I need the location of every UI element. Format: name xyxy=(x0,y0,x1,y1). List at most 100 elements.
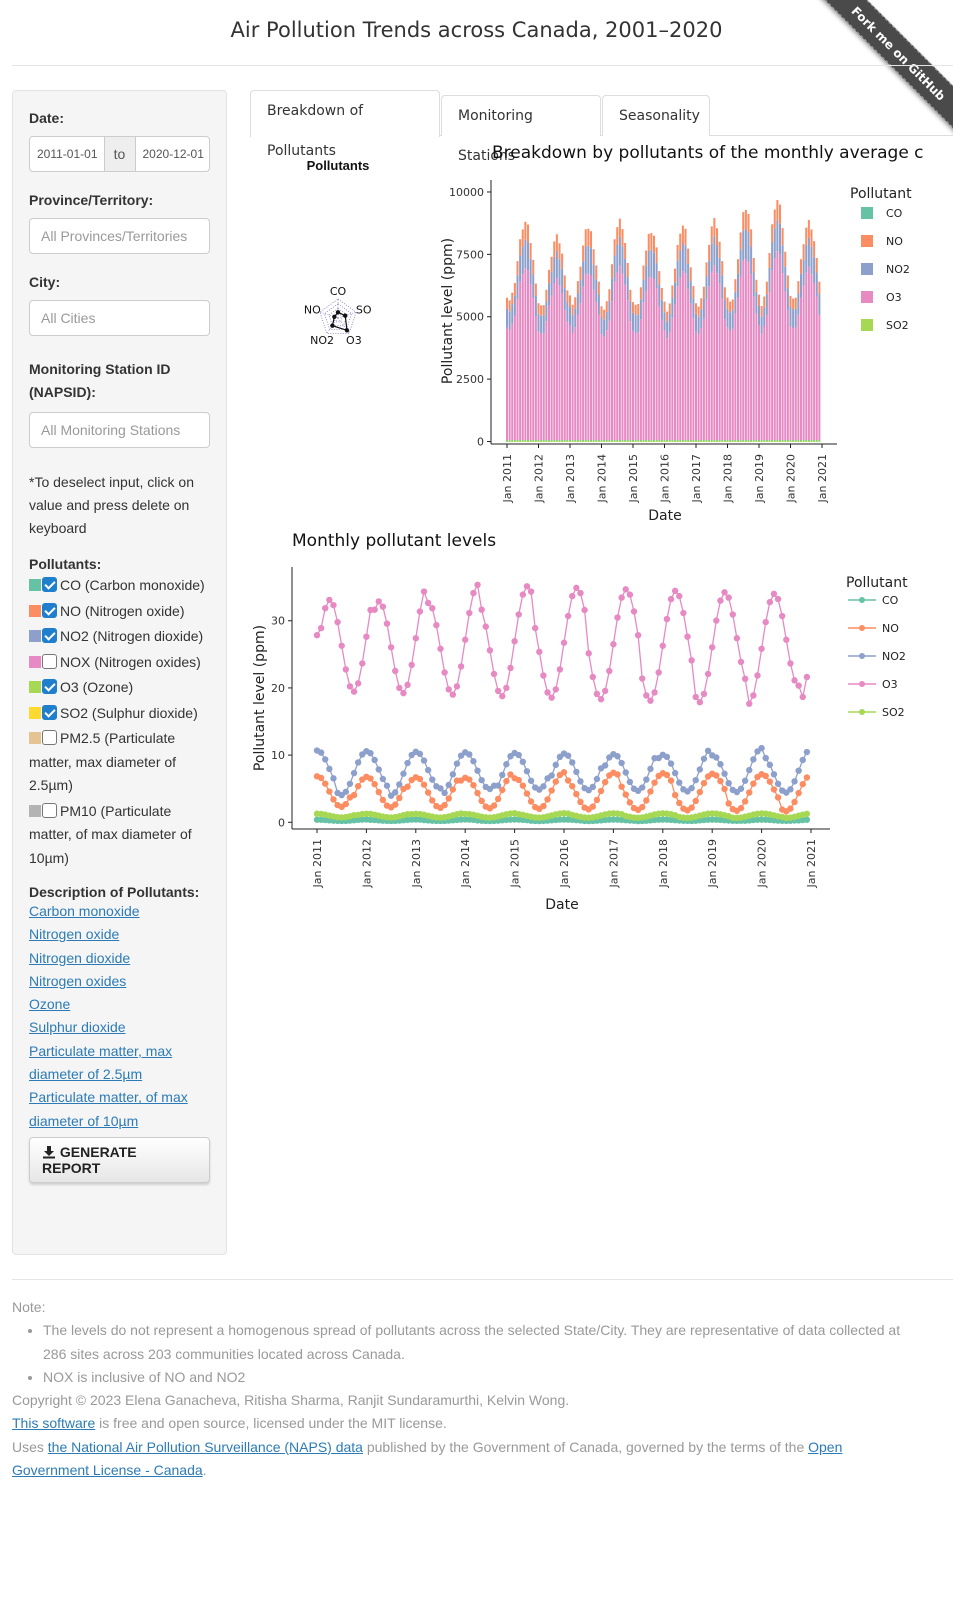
bar-so2-51 xyxy=(639,440,642,442)
tab-monitoring-stations[interactable]: Monitoring Stations xyxy=(441,95,601,164)
bar-no2-58 xyxy=(658,284,661,307)
pollutant-option-co[interactable]: CO (Carbon monoxide) xyxy=(29,574,210,598)
province-select[interactable]: All Provinces/Territories xyxy=(29,218,210,254)
line-point-o3-114 xyxy=(783,636,790,643)
bar-co-77 xyxy=(708,440,711,441)
bar-so2-117 xyxy=(813,440,816,442)
line-point-no2-25 xyxy=(416,750,424,758)
so2-checkbox[interactable] xyxy=(42,704,57,720)
no-checkbox[interactable] xyxy=(42,602,57,618)
bar-no2-5 xyxy=(519,255,522,282)
bar-so2-38 xyxy=(605,440,608,442)
line-point-no2-67 xyxy=(589,783,597,791)
pollutant-option-pm10[interactable]: PM10 (Particulate matter, of max diamete… xyxy=(29,800,210,871)
naps-data-link[interactable]: the National Air Pollution Surveillance … xyxy=(47,1438,363,1455)
link-pm25[interactable]: Particulate matter, max diameter of 2.5µ… xyxy=(29,1042,173,1083)
bar-no2-101 xyxy=(771,241,774,271)
bar-no2-113 xyxy=(802,260,805,286)
date-end-input[interactable]: 2020-12-01 xyxy=(134,136,210,172)
bar-no-89 xyxy=(739,232,742,250)
bar-o3-41 xyxy=(613,281,616,441)
pm25-checkbox[interactable] xyxy=(42,730,57,745)
pollutant-option-no2[interactable]: NO2 (Nitrogen dioxide) xyxy=(29,625,210,649)
line-point-o3-106 xyxy=(750,692,757,699)
bar-so2-16 xyxy=(547,440,551,442)
bar-so2-46 xyxy=(626,440,629,442)
generate-report-button[interactable]: GENERATE REPORT xyxy=(29,1136,210,1183)
bar-o3-15 xyxy=(545,321,548,441)
bar-so2-114 xyxy=(805,440,808,442)
link-ozone[interactable]: Ozone xyxy=(29,996,71,1013)
bar-no-62 xyxy=(668,303,671,314)
pollutant-option-no[interactable]: NO (Nitrogen oxide) xyxy=(29,600,210,624)
line-point-no-43 xyxy=(490,802,498,809)
pollutant-option-pm25[interactable]: PM2.5 (Particulate matter, max diameter … xyxy=(29,727,210,798)
deselect-note: *To deselect input, click on value and p… xyxy=(29,474,194,536)
line-point-o3-51 xyxy=(523,583,531,590)
city-select[interactable]: All Cities xyxy=(29,300,210,336)
link-nitrogen-oxides[interactable]: Nitrogen oxides xyxy=(29,972,127,989)
generate-report-label: GENERATE REPORT xyxy=(42,1143,137,1176)
bar-no-61 xyxy=(666,311,669,322)
pollutant-option-so2[interactable]: SO2 (Sulphur dioxide) xyxy=(29,702,210,726)
bar-no-40 xyxy=(610,264,614,279)
line-point-o3-17 xyxy=(383,620,391,627)
line-point-no2-45 xyxy=(499,771,506,779)
bar-o3-52 xyxy=(642,302,645,441)
link-sulphur-dioxide[interactable]: Sulphur dioxide xyxy=(29,1019,126,1036)
bar-no-31 xyxy=(587,228,590,246)
software-link[interactable]: This software xyxy=(12,1415,96,1432)
tab-breakdown[interactable]: Breakdown of Pollutants xyxy=(250,90,440,159)
bar-no2-65 xyxy=(676,260,679,287)
bar-so2-100 xyxy=(768,440,771,442)
line-point-no-79 xyxy=(639,803,646,811)
bar-no-20 xyxy=(558,243,561,260)
bar-co-14 xyxy=(542,440,545,441)
ogl-link[interactable]: Open xyxy=(808,1438,843,1455)
line-point-no-87 xyxy=(671,791,679,799)
bar-ytick-label-4: 10000 xyxy=(449,186,484,199)
line-point-no2-111 xyxy=(770,771,778,778)
line-point-no2-85 xyxy=(663,753,671,761)
bar-so2-113 xyxy=(802,440,805,442)
link-nitrogen-oxide[interactable]: Nitrogen oxide xyxy=(29,926,120,943)
bar-so2-55 xyxy=(650,440,653,442)
bar-co-74 xyxy=(700,440,703,441)
nox-checkbox[interactable] xyxy=(42,653,57,669)
bar-so2-33 xyxy=(592,440,595,442)
bar-no-112 xyxy=(799,259,803,274)
pollutant-option-o3[interactable]: O3 (Ozone) xyxy=(29,676,210,700)
line-point-o3-26 xyxy=(420,588,428,595)
bar-no2-17 xyxy=(550,271,553,296)
co-checkbox[interactable] xyxy=(42,577,57,592)
pm10-checkbox[interactable] xyxy=(42,802,57,818)
line-legend-label-no: NO xyxy=(882,622,899,635)
link-pm10[interactable]: Particulate matter, of max diameter of 1… xyxy=(29,1089,188,1129)
bar-no2-96 xyxy=(757,305,761,326)
bar-no-63 xyxy=(671,285,674,298)
tab-seasonality[interactable]: Seasonality xyxy=(602,95,710,136)
line-point-no2-88 xyxy=(676,779,683,786)
bar-so2-49 xyxy=(634,440,637,442)
bar-no-81 xyxy=(718,241,721,258)
bar-so2-89 xyxy=(739,440,742,442)
bar-co-26 xyxy=(574,440,577,441)
bar-o3-1 xyxy=(508,329,511,441)
link-carbon-monoxide[interactable]: Carbon monoxide xyxy=(29,903,140,919)
bar-no2-52 xyxy=(642,279,645,303)
pollutant-option-nox[interactable]: NOX (Nitrogen oxides) xyxy=(29,651,210,675)
link-nitrogen-dioxide[interactable]: Nitrogen dioxide xyxy=(29,949,131,966)
line-point-no-9 xyxy=(350,791,358,799)
no2-checkbox[interactable] xyxy=(42,628,57,643)
bar-co-63 xyxy=(671,440,674,441)
bar-so2-82 xyxy=(721,440,724,442)
o3-checkbox[interactable] xyxy=(42,679,57,694)
bar-so2-104 xyxy=(778,440,782,442)
line-xtick-label-9: Jan 2020 xyxy=(756,839,769,888)
ogl-link-cont[interactable]: Government License - Canada xyxy=(12,1462,203,1479)
line-point-no2-70 xyxy=(601,762,609,769)
bar-so2-86 xyxy=(731,440,734,442)
bar-no-14 xyxy=(542,305,545,316)
station-select[interactable]: All Monitoring Stations xyxy=(29,412,210,448)
date-start-input[interactable]: 2011-01-01 xyxy=(29,136,105,172)
